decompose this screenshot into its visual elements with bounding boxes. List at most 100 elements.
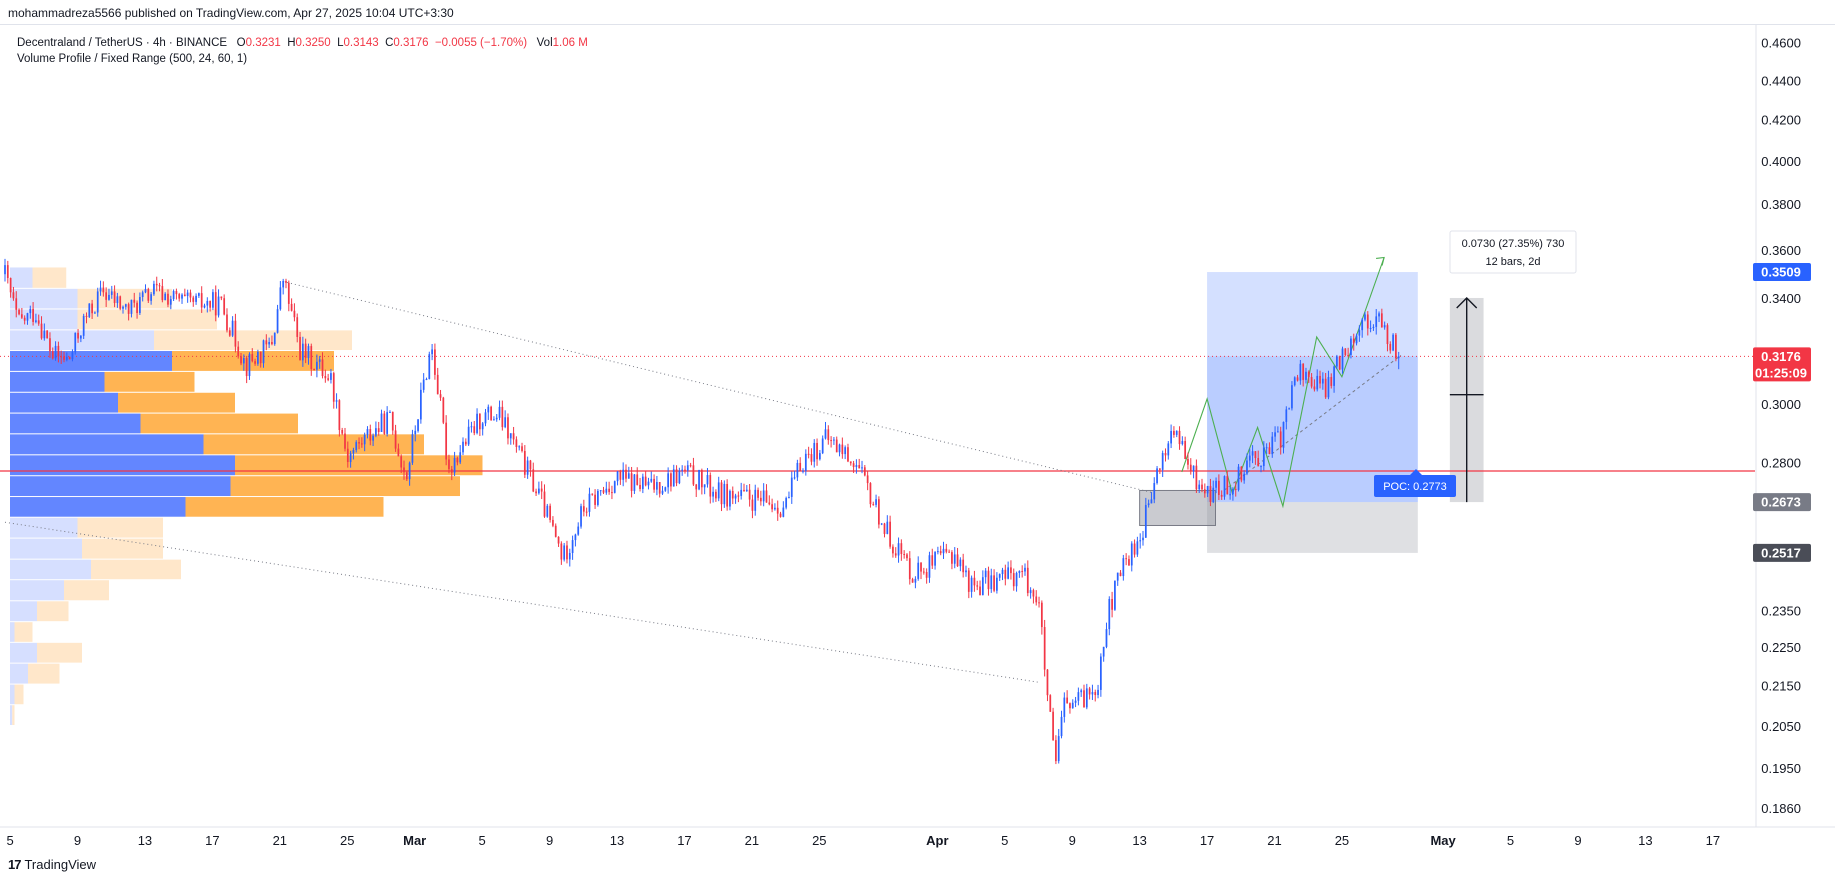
candle-body — [560, 543, 563, 560]
candle-body — [1386, 325, 1389, 345]
candle-body — [251, 354, 254, 362]
support-box[interactable] — [1139, 489, 1217, 526]
volume-profile-down-row — [140, 413, 298, 434]
candle-body — [1324, 378, 1327, 398]
candle-body — [678, 470, 681, 484]
candle-body — [543, 491, 546, 517]
candle-body — [307, 346, 310, 358]
candle-body — [552, 519, 554, 526]
candle-body — [164, 293, 167, 301]
candle-body — [928, 555, 931, 578]
candle-body — [945, 548, 948, 552]
candle-body — [192, 297, 195, 302]
projection-path[interactable] — [1181, 257, 1385, 509]
candle-body — [1307, 371, 1310, 378]
price-tick-label: 0.1860 — [1761, 801, 1801, 816]
candle-body — [1271, 436, 1274, 455]
candle-body — [521, 446, 523, 451]
candle-body — [1364, 314, 1366, 320]
long-position-target-zone[interactable] — [1207, 272, 1418, 503]
candle-body — [411, 434, 414, 463]
candle-body — [1237, 466, 1240, 490]
candle-body — [35, 320, 37, 322]
price-chart[interactable]: 0.0730 (27.35%) 730 12 bars, 2d POC: 0.277… — [0, 25, 1835, 853]
candle-body — [745, 489, 748, 492]
position-tool[interactable] — [1139, 272, 1484, 553]
time-tick-label: 5 — [479, 833, 486, 848]
indicator-name[interactable]: Volume Profile / Fixed Range (500, 24, 6… — [17, 53, 248, 65]
close-value: 0.3176 — [393, 37, 429, 49]
trendline[interactable] — [4, 521, 1039, 683]
candle-body — [389, 411, 391, 413]
candle-body — [844, 447, 847, 455]
long-position-stop-zone[interactable] — [1207, 502, 1418, 553]
candle-body — [1105, 629, 1108, 647]
candle-body — [1234, 488, 1237, 490]
candle-body — [54, 345, 57, 359]
candle-body — [720, 482, 723, 505]
candle-body — [619, 471, 622, 480]
price-tick-label: 0.4000 — [1761, 154, 1801, 169]
candle-body — [816, 442, 818, 460]
price-tick-label: 0.4600 — [1761, 36, 1801, 51]
candle-body — [647, 481, 650, 486]
time-tick-label: 21 — [745, 833, 759, 848]
candle-body — [223, 298, 226, 315]
candle-body — [1291, 385, 1293, 409]
candle-body — [1392, 334, 1394, 351]
candle-body — [1024, 567, 1026, 572]
candle-body — [161, 286, 164, 301]
candle-body — [1052, 711, 1054, 741]
price-tick-label: 0.4400 — [1761, 73, 1801, 88]
candle-body — [136, 302, 138, 314]
candle-body — [532, 469, 535, 492]
candle-body — [352, 449, 355, 454]
candle-body — [1268, 447, 1271, 455]
candle-body — [91, 303, 93, 314]
price-tick-label: 0.3000 — [1761, 397, 1801, 412]
candle-body — [835, 439, 838, 453]
time-tick-label: 13 — [1132, 833, 1146, 848]
trendline[interactable] — [283, 280, 1157, 495]
volume-profile-down-row — [104, 371, 195, 392]
candle-body — [892, 546, 894, 554]
candle-body — [993, 575, 995, 591]
poc-label-text: POC: 0.2773 — [1383, 481, 1447, 493]
candle-body — [68, 356, 71, 360]
candle-body — [920, 562, 922, 572]
poc-label-box[interactable] — [1374, 475, 1456, 498]
candle-body — [1088, 688, 1091, 695]
candle-body — [830, 440, 832, 442]
candle-body — [355, 442, 358, 450]
candle-body — [304, 343, 307, 358]
trendline[interactable] — [1223, 354, 1402, 491]
candle-body — [1043, 627, 1046, 670]
candle-body — [1397, 356, 1400, 359]
candle-body — [155, 283, 158, 286]
candle-body — [751, 499, 754, 511]
candle-body — [602, 490, 605, 493]
candle-body — [369, 429, 372, 441]
candle-body — [1173, 430, 1175, 435]
candle-body — [504, 417, 507, 428]
candle-body — [903, 554, 906, 556]
candle-body — [979, 586, 981, 596]
candle-body — [886, 521, 889, 534]
drawings[interactable] — [0, 256, 1755, 683]
volume-profile-down-row — [77, 517, 163, 538]
candle-body — [23, 317, 26, 321]
candle-body — [754, 489, 757, 511]
candle-body — [327, 378, 330, 380]
candle-body — [1203, 489, 1206, 494]
candle-body — [953, 554, 956, 564]
candle-body — [467, 426, 470, 445]
candle-body — [1147, 503, 1150, 506]
candle-body — [1049, 695, 1052, 712]
candle-body — [397, 448, 400, 457]
candle-body — [515, 439, 518, 448]
candle-body — [15, 298, 18, 310]
candle-body — [799, 462, 802, 472]
price-tick-label: 0.3800 — [1761, 197, 1801, 212]
candle-body — [894, 553, 897, 556]
symbol-title[interactable]: Decentraland / TetherUS · 4h · BINANCE — [17, 37, 228, 49]
